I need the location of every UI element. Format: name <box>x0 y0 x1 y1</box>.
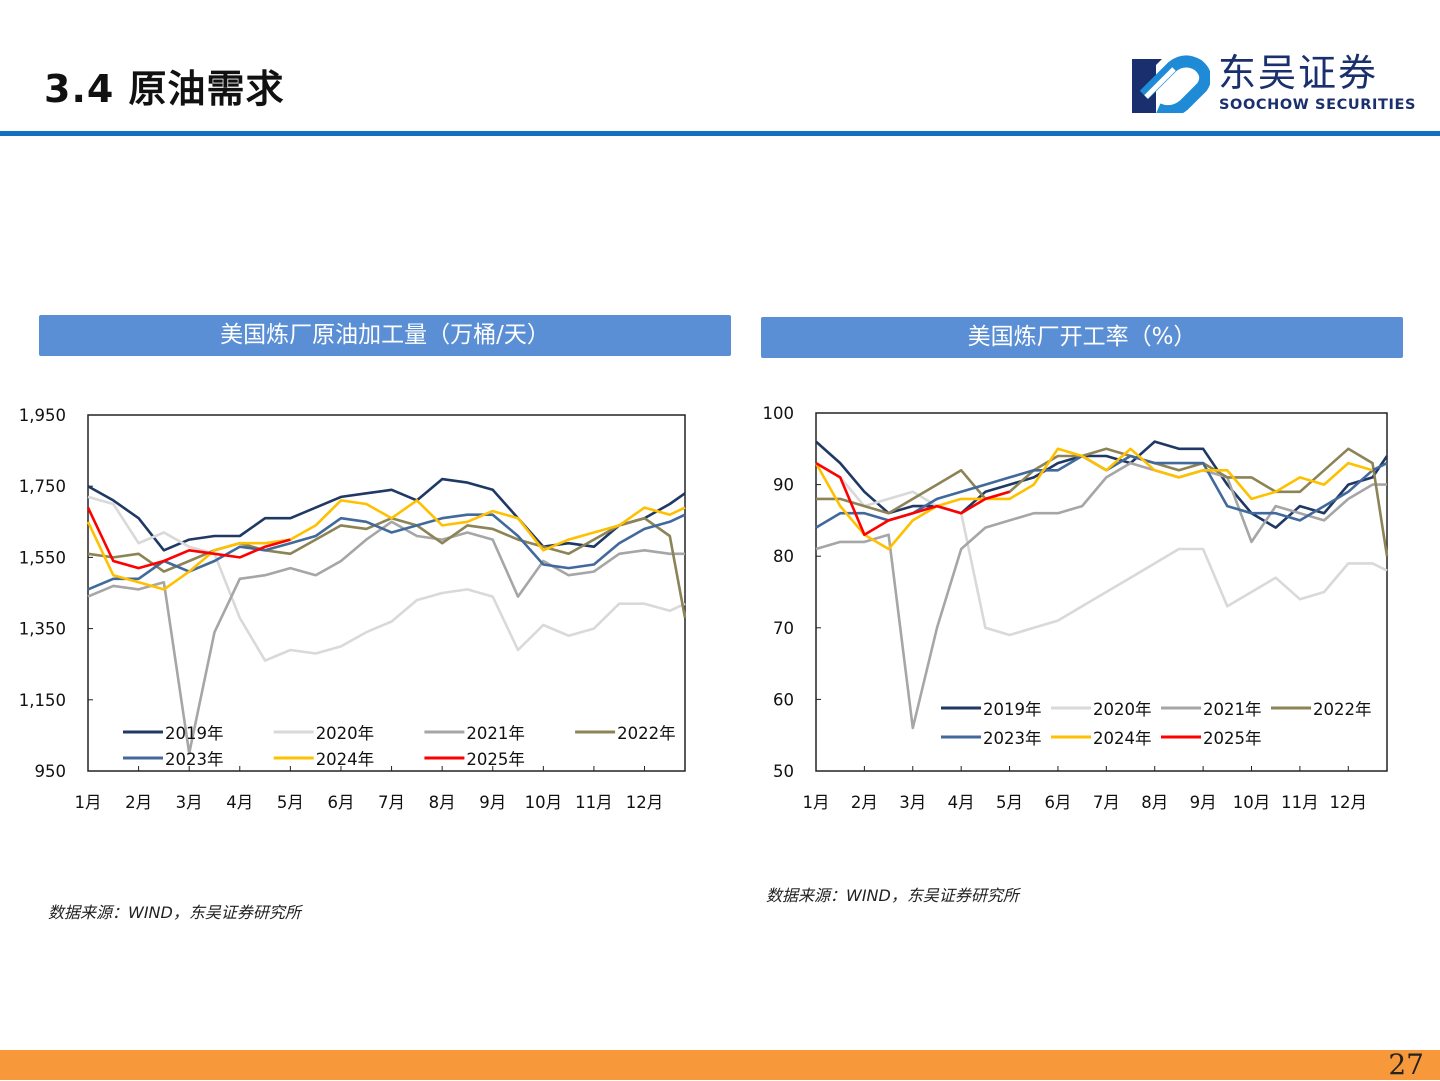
header-divider <box>0 131 1440 136</box>
x-tick-label: 7月 <box>378 793 405 812</box>
y-tick-label: 60 <box>773 690 794 709</box>
soochow-logo: 东吴证券 SOOCHOW SECURITIES <box>1132 51 1415 118</box>
x-tick-label: 8月 <box>429 793 456 812</box>
plot-frame <box>815 412 1388 772</box>
y-tick-label: 1,950 <box>19 406 66 425</box>
series-line-2019 <box>815 440 1389 529</box>
logo-cn-text: 东吴证券 <box>1218 51 1379 95</box>
legend-label: 2021年 <box>466 724 525 743</box>
chart-1-title: 美国炼厂原油加工量（万桶/天） <box>39 315 731 356</box>
x-tick-label: 9月 <box>479 793 506 812</box>
y-tick-label: 1,750 <box>19 477 66 496</box>
legend-label: 2022年 <box>617 724 676 743</box>
x-tick-label: 12月 <box>1330 793 1368 812</box>
y-tick-label: 50 <box>773 762 794 781</box>
page-title: 3.4 原油需求 <box>44 67 285 111</box>
chart-2-source: 数据来源：WIND，东吴证券研究所 <box>766 886 1019 905</box>
series-line-2024 <box>86 499 686 591</box>
x-tick-label: 7月 <box>1093 793 1120 812</box>
series-line-2019 <box>87 477 686 552</box>
series-line-2025 <box>86 507 291 570</box>
plot-frame <box>87 414 686 772</box>
y-tick-label: 1,350 <box>19 620 66 639</box>
y-tick-label: 80 <box>773 547 794 566</box>
x-tick-label: 1月 <box>803 793 830 812</box>
x-tick-label: 6月 <box>327 793 354 812</box>
legend-label: 2023年 <box>983 729 1042 748</box>
y-tick-label: 1,150 <box>19 691 66 710</box>
legend-label: 2019年 <box>983 700 1042 719</box>
y-tick-label: 100 <box>763 404 795 423</box>
legend-label: 2020年 <box>316 724 375 743</box>
series-line-2021 <box>87 520 685 755</box>
x-tick-label: 12月 <box>626 793 664 812</box>
x-tick-label: 6月 <box>1044 793 1071 812</box>
legend-label: 2024年 <box>1093 729 1152 748</box>
chart-1-source: 数据来源：WIND，东吴证券研究所 <box>48 903 301 922</box>
legend-label: 2025年 <box>466 750 525 769</box>
legend-label: 2024年 <box>316 750 375 769</box>
x-tick-label: 11月 <box>575 793 613 812</box>
series-line-2021 <box>815 461 1387 730</box>
y-tick-label: 90 <box>773 476 794 495</box>
series-line-2025 <box>815 461 1010 536</box>
x-tick-label: 3月 <box>899 793 926 812</box>
series-line-2020 <box>87 495 686 662</box>
x-tick-label: 2月 <box>125 793 152 812</box>
x-tick-label: 4月 <box>226 793 253 812</box>
x-tick-label: 10月 <box>525 793 563 812</box>
y-tick-label: 950 <box>35 762 67 781</box>
legend-label: 2019年 <box>165 724 224 743</box>
y-tick-label: 1,550 <box>19 548 66 567</box>
chart-2-title: 美国炼厂开工率（%） <box>761 317 1403 358</box>
x-tick-label: 10月 <box>1233 793 1271 812</box>
y-tick-label: 70 <box>773 619 794 638</box>
legend-label: 2022年 <box>1313 700 1372 719</box>
logo-mark-icon <box>1132 55 1212 118</box>
logo-en-text: SOOCHOW SECURITIES <box>1219 97 1416 113</box>
series-line-2020 <box>815 461 1388 637</box>
legend-label: 2025年 <box>1203 729 1262 748</box>
series-line-2024 <box>814 447 1373 551</box>
footer-bar <box>0 1050 1440 1080</box>
x-tick-label: 9月 <box>1190 793 1217 812</box>
x-tick-label: 3月 <box>176 793 203 812</box>
legend-label: 2021年 <box>1203 700 1262 719</box>
legend-label: 2023年 <box>165 750 224 769</box>
series-line-2022 <box>816 447 1389 557</box>
x-tick-label: 1月 <box>75 793 102 812</box>
x-tick-label: 2月 <box>851 793 878 812</box>
legend-label: 2020年 <box>1093 700 1152 719</box>
x-tick-label: 5月 <box>996 793 1023 812</box>
refinery-utilization-chart: 50 60 70 80 90 100 1月 2月 3月 4月 5月 6月 7月 8月 9月 10月 11月 12月… <box>763 404 1389 812</box>
x-tick-label: 4月 <box>948 793 975 812</box>
refinery-throughput-chart: 950 1,150 1,350 1,550 1,750 1,950 1月 2月 3月 4月 5月 6月… <box>19 406 687 812</box>
x-tick-label: 8月 <box>1141 793 1168 812</box>
x-tick-label: 11月 <box>1281 793 1319 812</box>
page-number: 27 <box>1388 1048 1424 1081</box>
x-tick-label: 5月 <box>277 793 304 812</box>
